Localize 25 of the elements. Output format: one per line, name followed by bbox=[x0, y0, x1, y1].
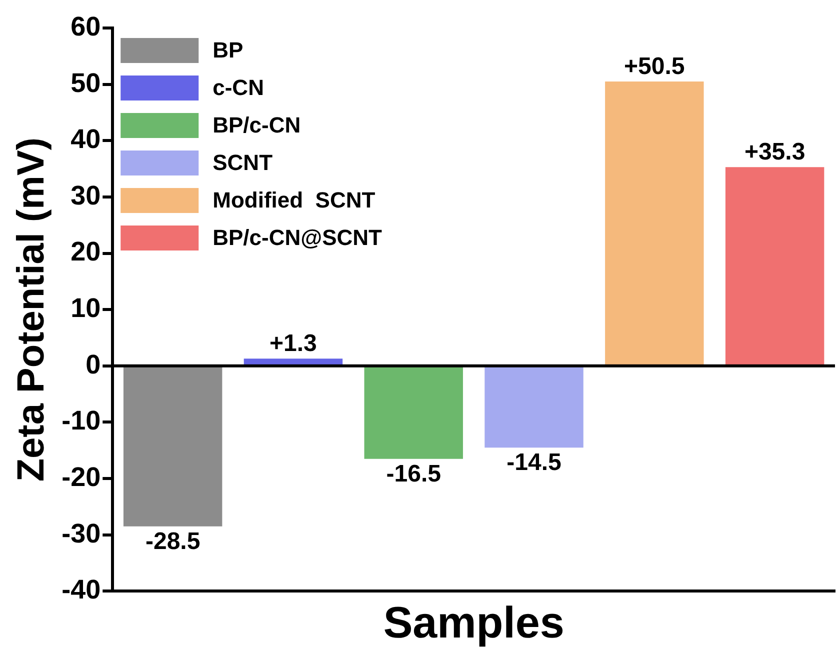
legend-label: Modified SCNT bbox=[212, 188, 376, 213]
legend-label: BP/c-CN bbox=[212, 112, 301, 138]
y-tick-label: 40 bbox=[70, 124, 101, 154]
y-axis-title: Zeta Potential (mV) bbox=[10, 138, 52, 482]
legend-label: c-CN bbox=[212, 75, 264, 100]
y-tick-label: 50 bbox=[70, 68, 101, 98]
data-label: +35.3 bbox=[744, 138, 806, 166]
data-label: -14.5 bbox=[506, 449, 562, 476]
legend-label: SCNT bbox=[212, 150, 274, 176]
y-tick-label: -10 bbox=[62, 406, 101, 436]
y-tick-label: 10 bbox=[70, 293, 101, 324]
legend-label: BP bbox=[212, 38, 244, 63]
data-label: +1.3 bbox=[270, 330, 317, 358]
y-tick-label: 60 bbox=[70, 11, 101, 42]
legend-label: BP/c-CN@SCNT bbox=[212, 225, 383, 250]
y-tick-label: 30 bbox=[70, 180, 101, 210]
y-tick-label: 0 bbox=[86, 349, 101, 380]
y-tick-label: 20 bbox=[70, 236, 101, 267]
data-label: -16.5 bbox=[386, 460, 441, 488]
y-tick-label: -30 bbox=[62, 518, 101, 548]
data-label: -28.5 bbox=[145, 528, 200, 556]
data-label: +50.5 bbox=[624, 53, 685, 80]
y-tick-label: -40 bbox=[62, 574, 101, 605]
y-tick-label: -20 bbox=[62, 462, 101, 492]
x-axis-title: Samples bbox=[383, 598, 564, 648]
